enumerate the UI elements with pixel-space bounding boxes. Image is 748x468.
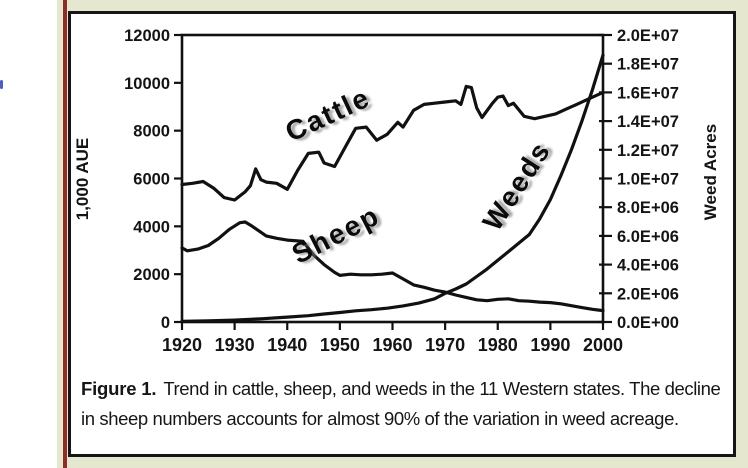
left-axis-title: 1,000 AUE: [73, 137, 92, 221]
right-axis-tick-label: 1.8E+07: [617, 56, 679, 74]
left-axis-tick-label: 6000: [133, 171, 170, 189]
stray-blue-mark: [0, 80, 3, 89]
left-axis-tick-label: 2000: [133, 266, 170, 284]
page-edge-red-rule: [63, 0, 67, 468]
left-axis-tick-label: 8000: [133, 123, 170, 141]
left-axis-tick-label: 4000: [133, 218, 170, 236]
figure-box: 0 2000 4000 6000 8000 10000 12000 0.0E+00 2.0E+0…: [68, 11, 736, 457]
right-axis-tick-label: 2.0E+07: [617, 27, 679, 45]
x-axis-tick-label: 1950: [320, 335, 360, 355]
chart-plot: 0 2000 4000 6000 8000 10000 12000 0.0E+00 2.0E+0…: [124, 27, 679, 355]
right-axis-tick-label: 1.0E+07: [617, 171, 679, 189]
x-axis-tick-label: 1930: [215, 335, 255, 355]
caption-figure-number: Figure 1.: [81, 378, 157, 399]
caption-line-2: in sheep numbers accounts for almost 90%…: [81, 408, 679, 429]
right-axis-tick-label: 8.0E+06: [617, 199, 679, 217]
x-axis-tick-label: 1980: [478, 335, 518, 355]
x-axis-tick-label: 1940: [267, 335, 307, 355]
right-axis-tick-label: 6.0E+06: [617, 228, 679, 246]
x-axis-tick-label: 2000: [583, 335, 623, 355]
series-line-sheep: [180, 220, 605, 313]
series-line-weeds: [180, 53, 605, 323]
left-axis-tick-label: 10000: [124, 75, 170, 93]
x-axis-tick-label: 1970: [425, 335, 465, 355]
right-axis-tick-label: 1.6E+07: [617, 84, 679, 102]
right-axis-tick-label: 1.2E+07: [617, 142, 679, 160]
caption-line-1: Figure 1. Trend in cattle, sheep, and wee…: [81, 374, 736, 404]
x-axis-tick-label: 1990: [530, 335, 570, 355]
caption-line-1-text: Trend in cattle, sheep, and weeds in the…: [163, 378, 721, 399]
figure-caption: Figure 1. Trend in cattle, sheep, and wee…: [81, 374, 736, 434]
right-axis-tick-label: 1.4E+07: [617, 113, 679, 131]
right-axis-tick-label: 4.0E+06: [617, 257, 679, 275]
x-axis-tick-label: 1960: [372, 335, 412, 355]
right-axis-title: Weed Acres: [701, 123, 720, 221]
left-axis-tick-label: 12000: [124, 27, 170, 45]
right-axis-tick-label: 2.0E+06: [617, 285, 679, 303]
left-axis-tick-label: 0: [161, 314, 170, 332]
x-axis-tick-label: 1920: [162, 335, 202, 355]
series-line-cattle: [180, 84, 605, 202]
right-axis-tick-label: 0.0E+00: [617, 314, 679, 332]
